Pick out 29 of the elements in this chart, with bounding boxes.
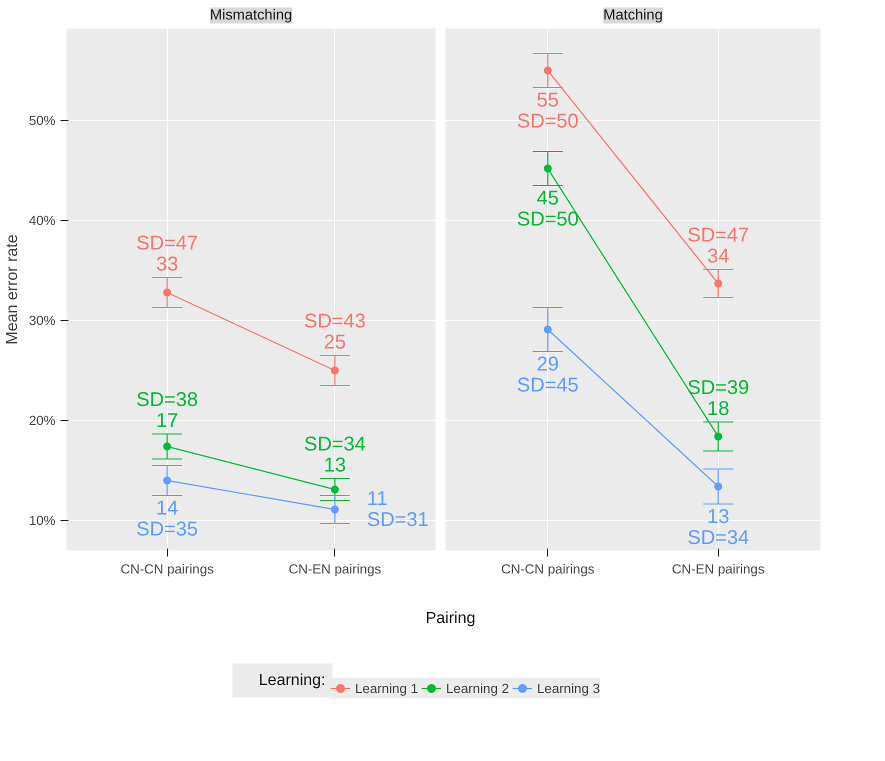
- y-tick-label: 40%: [28, 213, 56, 228]
- data-label: 14 SD=35: [136, 498, 198, 540]
- chart-title: Matching: [603, 8, 663, 24]
- data-label: 45 SD=50: [516, 188, 579, 230]
- data-label: SD=47 33: [136, 232, 198, 276]
- legend-label: Learning 2: [446, 680, 509, 696]
- x-axis-title: Pairing: [426, 610, 476, 627]
- legend-label: Learning 3: [537, 680, 600, 696]
- data-label: 29 SD=45: [516, 354, 579, 396]
- x-tick-label: CN-EN pairings: [672, 562, 765, 576]
- x-tick-label: CN-CN pairings: [501, 562, 595, 576]
- data-label: 55 SD=50: [516, 90, 579, 132]
- data-label: SD=47 34: [687, 224, 750, 268]
- data-label: SD=39 18: [687, 377, 750, 420]
- data-label: 13 SD=34: [687, 506, 750, 549]
- y-tick-label: 20%: [28, 413, 56, 428]
- data-label: SD=34 13: [304, 434, 366, 476]
- data-label: 11 SD=31: [366, 488, 429, 531]
- y-tick-label: 50%: [28, 113, 56, 128]
- y-tick-label: 30%: [28, 313, 56, 328]
- data-label: SD=38 17: [136, 389, 198, 432]
- y-tick-label: 10%: [28, 513, 56, 528]
- legend-title: Learning:: [258, 672, 326, 689]
- data-label: SD=43 25: [304, 310, 366, 354]
- chart-title: Mismatching: [210, 8, 292, 24]
- y-axis-title: Mean error rate: [4, 234, 21, 345]
- legend-label: Learning 1: [355, 680, 418, 696]
- x-tick-label: CN-CN pairings: [120, 562, 214, 576]
- x-tick-label: CN-EN pairings: [288, 562, 382, 576]
